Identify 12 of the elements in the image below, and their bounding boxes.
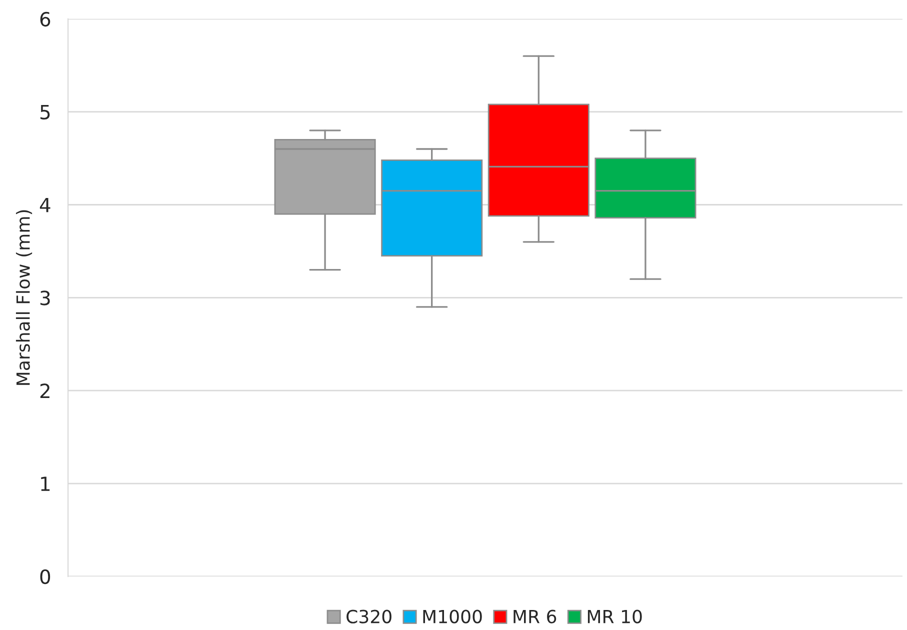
legend-label: M1000 — [423, 610, 482, 624]
y-tick-label: 4 — [40, 198, 50, 212]
y-tick-label: 6 — [40, 12, 50, 27]
y-tick-label: 2 — [40, 384, 50, 398]
legend-label: C320 — [346, 610, 392, 624]
y-tick-label: 0 — [40, 569, 50, 584]
y-tick-label: 5 — [40, 105, 50, 120]
legend-label: MR 6 — [514, 610, 556, 624]
y-axis-title: Marshall Flow (mm) — [16, 210, 32, 385]
y-tick-label: 1 — [41, 476, 50, 491]
y-tick-label: 3 — [40, 290, 50, 306]
legend-label: MR 10 — [588, 610, 642, 624]
